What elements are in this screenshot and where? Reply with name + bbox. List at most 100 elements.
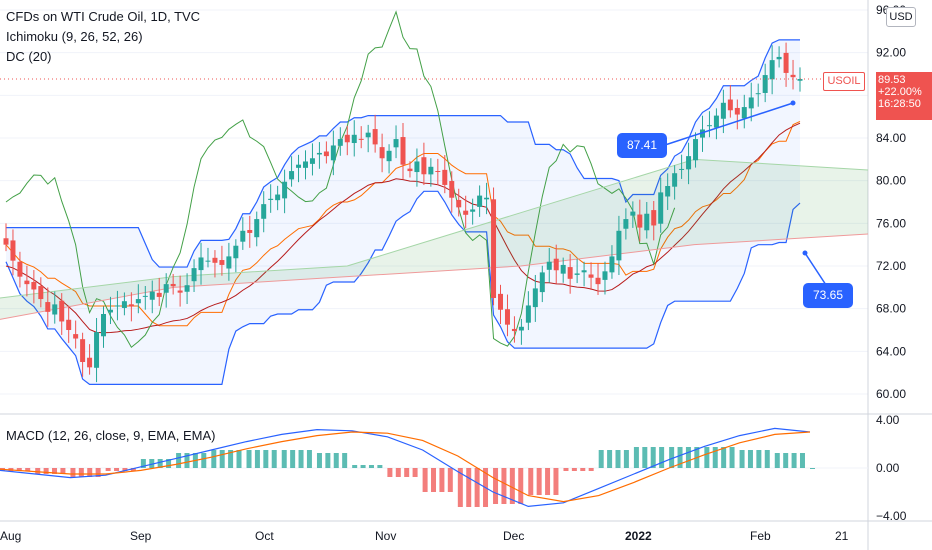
candle-body <box>414 161 420 173</box>
candle-body <box>198 257 204 271</box>
candle-body <box>783 52 789 73</box>
ichimoku-span-a <box>0 158 869 299</box>
candle-body <box>365 132 371 138</box>
candle-body <box>665 186 671 197</box>
time-tick-label: 21 <box>835 529 849 543</box>
candle-body <box>170 283 176 287</box>
candle-body <box>330 145 336 161</box>
candle-body <box>602 271 608 280</box>
candle-body <box>73 334 79 339</box>
macd-histogram-bar <box>166 459 172 468</box>
candle-body <box>156 292 162 297</box>
callout-upper-value[interactable]: 87.41 <box>617 133 668 158</box>
candle-body <box>428 166 434 175</box>
candle-body <box>755 93 761 95</box>
candle-body <box>484 197 490 200</box>
candle-body <box>679 168 685 170</box>
macd-histogram-bar <box>211 450 217 468</box>
candle-body <box>10 240 16 261</box>
candle-body <box>442 169 448 185</box>
candle-body <box>790 74 796 78</box>
macd-histogram-bar <box>228 450 234 468</box>
macd-histogram-bar <box>439 468 445 492</box>
candle-body <box>38 286 44 300</box>
price-change: +22.00% <box>878 86 922 98</box>
macd-histogram-bar <box>377 465 383 468</box>
macd-histogram-bar <box>677 447 683 468</box>
price-tick-label: 76.00 <box>876 216 906 230</box>
donchian-fill <box>6 39 800 385</box>
currency-unit-button[interactable]: USD <box>886 7 916 27</box>
candle-body <box>686 156 692 170</box>
candle-body <box>247 229 253 233</box>
candle-body <box>491 199 497 298</box>
candle-body <box>706 125 712 127</box>
candle-body <box>762 75 768 93</box>
candle-body <box>421 157 427 175</box>
candle-body <box>114 305 120 307</box>
time-tick-label: Feb <box>750 529 771 543</box>
time-tick-label: 2022 <box>625 529 652 543</box>
macd-histogram-bar <box>615 450 621 468</box>
macd-histogram-bar <box>201 453 207 468</box>
macd-histogram-bar <box>669 447 675 468</box>
candle-body <box>456 199 462 208</box>
macd-histogram-bar <box>580 468 586 471</box>
macd-histogram-bar <box>60 468 66 474</box>
macd-histogram-bar <box>35 468 41 474</box>
macd-histogram-bar <box>799 453 805 468</box>
candle-body <box>149 291 155 300</box>
candle-body <box>80 339 86 362</box>
candle-body <box>121 301 127 308</box>
macd-histogram-bar <box>157 459 163 468</box>
macd-histogram-bar <box>290 450 296 468</box>
macd-histogram-bar <box>25 468 31 471</box>
symbol-legend[interactable]: CFDs on WTI Crude Oil, 1D, TVC <box>6 9 201 24</box>
macd-histogram-bar <box>176 453 182 468</box>
macd-histogram-bar <box>412 468 418 477</box>
macd-histogram-bar <box>431 468 437 492</box>
macd-histogram-bar <box>87 468 93 477</box>
ichimoku-legend[interactable]: Ichimoku (9, 26, 52, 26) <box>6 29 143 44</box>
macd-histogram-bar <box>739 450 745 468</box>
candle-body <box>560 264 566 274</box>
candle-body <box>532 288 538 308</box>
macd-histogram-bar <box>447 468 453 492</box>
macd-histogram-bar <box>536 468 542 495</box>
macd-histogram-bar <box>783 453 789 468</box>
candle-body <box>205 260 211 262</box>
candle-body <box>644 213 650 231</box>
macd-histogram-bar <box>395 468 401 477</box>
candle-body <box>567 267 573 279</box>
macd-histogram-bar <box>774 453 780 468</box>
macd-histogram-bar <box>368 465 374 468</box>
candle-body <box>358 138 364 140</box>
macd-histogram-bar <box>316 453 322 468</box>
macd-histogram-bar <box>352 465 358 468</box>
price-tick-label: 84.00 <box>876 131 906 145</box>
donchian-legend[interactable]: DC (20) <box>6 49 52 64</box>
candle-body <box>581 270 587 273</box>
candle-body <box>776 56 782 60</box>
macd-legend[interactable]: MACD (12, 26, close, 9, EMA, EMA) <box>6 428 216 443</box>
macd-histogram-bar <box>457 468 463 507</box>
candle-body <box>142 295 148 297</box>
candle-body <box>511 328 517 332</box>
candle-body <box>254 219 260 238</box>
candle-body <box>477 195 483 207</box>
macd-histogram-bar <box>236 450 242 468</box>
candle-body <box>769 60 775 80</box>
macd-tick-label: −4.00 <box>876 509 907 523</box>
candle-body <box>386 150 392 162</box>
time-tick-label: Aug <box>0 529 21 543</box>
callout-anchor <box>802 250 808 256</box>
macd-histogram-bar <box>52 468 58 474</box>
callout-lower-value[interactable]: 73.65 <box>803 283 854 308</box>
candle-body <box>191 268 197 282</box>
candle-body <box>623 219 629 229</box>
macd-histogram-bar <box>219 450 225 468</box>
candle-body <box>741 107 747 119</box>
trend-line-anchor <box>790 100 796 106</box>
donchian-lower <box>5 190 801 385</box>
